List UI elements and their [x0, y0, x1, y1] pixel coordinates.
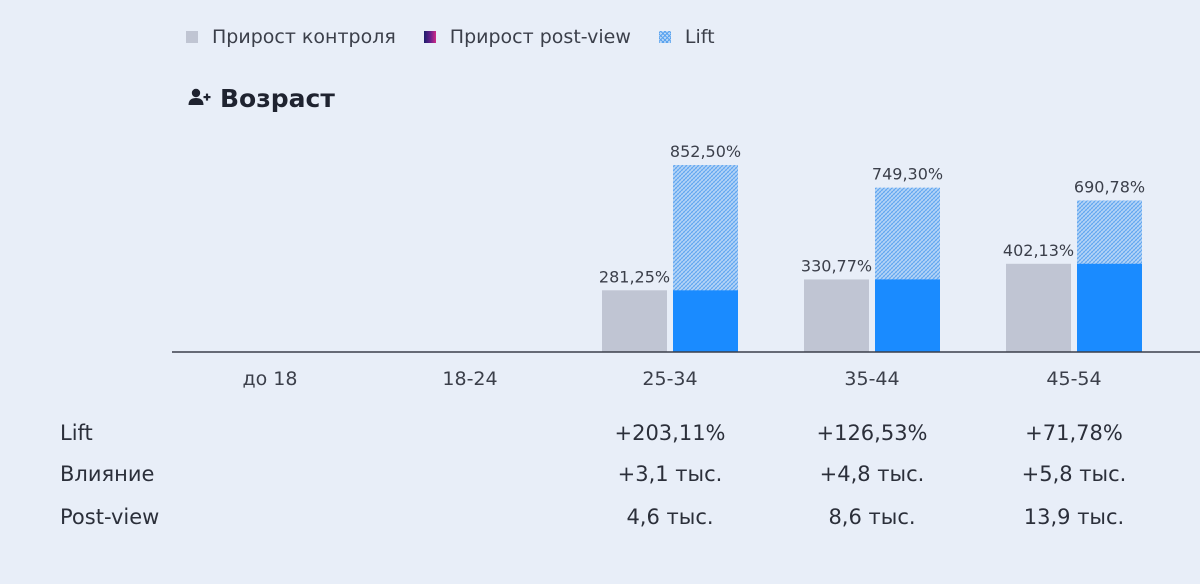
legend-swatch-control — [186, 31, 198, 43]
stats-cell: 13,9 тыс. — [1023, 505, 1125, 529]
data-label-lift: 690,78% — [1074, 177, 1145, 196]
legend-swatch-postview — [423, 31, 436, 43]
stats-cell: +126,53% — [816, 421, 928, 445]
x-tick-label: до 18 — [243, 368, 298, 390]
legend-label-control: Прирост контроля — [212, 26, 396, 48]
bar-control[interactable] — [602, 290, 667, 352]
data-label-control: 281,25% — [599, 267, 670, 286]
add-user-icon — [188, 84, 212, 113]
section-title: Возраст — [188, 84, 335, 113]
stats-row: Lift +203,11% +126,53% +71,78% — [60, 421, 1200, 451]
legend-label-postview: Прирост post-view — [449, 26, 631, 48]
data-label-control: 330,77% — [801, 256, 872, 275]
bar-postview[interactable] — [1077, 263, 1142, 352]
x-tick-label: 35-44 — [844, 368, 899, 390]
bar-control[interactable] — [804, 279, 869, 352]
data-label-control: 402,13% — [1003, 241, 1074, 260]
x-tick-label: 25-34 — [642, 368, 697, 390]
stats-row-label: Влияние — [60, 462, 155, 486]
bar-postview[interactable] — [673, 290, 738, 352]
stats-cell: 4,6 тыс. — [626, 505, 714, 529]
data-label-lift: 852,50% — [670, 142, 741, 161]
stats-row-label: Lift — [60, 421, 93, 445]
stats-cell: +203,11% — [614, 421, 726, 445]
legend-label-lift: Lift — [684, 26, 715, 48]
stats-cell: +3,1 тыс. — [617, 462, 723, 486]
chart-legend: Прирост контроля Прирост post-view Lift — [186, 26, 715, 48]
legend-item-postview[interactable]: Прирост post-view — [423, 26, 631, 48]
data-label-lift: 749,30% — [872, 165, 943, 184]
stats-cell: 8,6 тыс. — [828, 505, 916, 529]
stats-cell: +4,8 тыс. — [819, 462, 925, 486]
bar-chart: 281,25% 852,50% 330,77% 749,30% 402,13% 690,7… — [172, 142, 1200, 390]
stats-row-label: Post-view — [60, 505, 160, 529]
legend-swatch-lift — [658, 31, 671, 43]
stats-row: Post-view 4,6 тыс. 8,6 тыс. 13,9 тыс. — [60, 505, 1200, 535]
stats-cell: +5,8 тыс. — [1021, 462, 1127, 486]
legend-item-lift[interactable]: Lift — [658, 26, 715, 48]
bar-control[interactable] — [1006, 263, 1071, 352]
section-title-text: Возраст — [220, 84, 335, 113]
x-tick-label: 18-24 — [442, 368, 497, 390]
x-tick-label: 45-54 — [1046, 368, 1101, 390]
stats-row: Влияние +3,1 тыс. +4,8 тыс. +5,8 тыс. — [60, 462, 1200, 492]
bar-postview[interactable] — [875, 279, 940, 352]
legend-item-control[interactable]: Прирост контроля — [186, 26, 396, 48]
stats-cell: +71,78% — [1025, 421, 1123, 445]
